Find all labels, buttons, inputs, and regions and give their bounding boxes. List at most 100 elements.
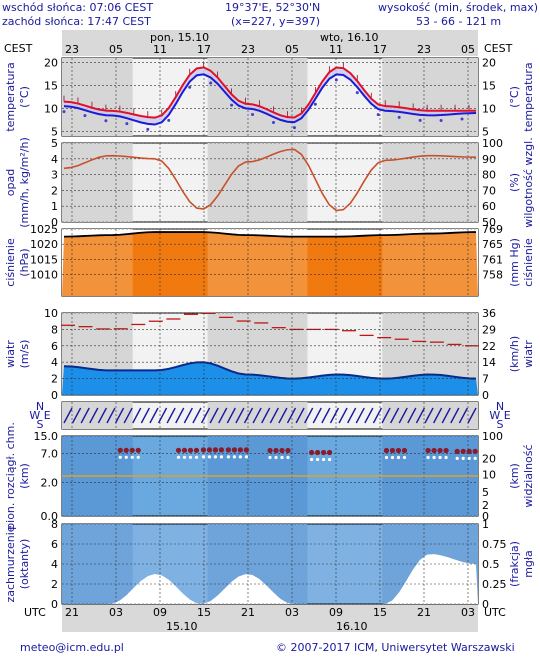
wind-arrow: [381, 407, 391, 424]
footer-email[interactable]: meteo@icm.edu.pl: [20, 641, 124, 654]
y2-tick-label: 0: [482, 389, 489, 402]
wind-arrow: [441, 407, 451, 424]
cloud-base-dot: [454, 448, 460, 454]
top-tick-label: 17: [197, 43, 211, 56]
y2-tick-label: 70: [482, 184, 496, 197]
cloud-base-dot: [316, 457, 320, 462]
cloud-base-dot: [243, 447, 249, 453]
cloud-base-dot: [321, 449, 327, 456]
wind-arrow: [321, 407, 331, 424]
dewpoint-dot: [397, 115, 401, 119]
grid-text: (x=227, y=397): [231, 15, 320, 28]
y-tick-label: 15.0: [34, 430, 59, 443]
cloud-base-dot: [118, 455, 122, 459]
bottom-tick-label: 09: [329, 606, 343, 619]
y2-tick-label: 1: [482, 518, 489, 531]
y2-tick-label: 100: [482, 430, 503, 443]
wind-arrow: [80, 407, 90, 424]
cloud-base-dot: [285, 447, 291, 454]
y-tick-label: 6: [51, 340, 58, 353]
compass-we-right: W E: [489, 409, 510, 422]
wind-arrow: [398, 407, 408, 424]
right-axis-unit: (°C): [508, 86, 521, 108]
right-axis-title: wiatr: [522, 340, 535, 368]
y-tick-label: 5: [51, 125, 58, 138]
right-axis-unit: (%): [508, 173, 521, 192]
wind-line: [63, 361, 477, 380]
right-axis-unit: (km/h): [508, 336, 521, 372]
dewpoint-dot: [418, 118, 422, 122]
cloud-base-dot: [226, 455, 230, 459]
left-axis-unit: (m/s): [18, 340, 31, 369]
cloud-base-dot: [181, 447, 188, 453]
compass-n-right: N: [496, 400, 504, 413]
night-band: [382, 58, 478, 136]
left-axis-unit: (mm/h, kg/m²/h): [18, 137, 31, 228]
y2-tick-label: 0.25: [482, 578, 507, 591]
dewpoint-dot: [313, 102, 317, 106]
wind-arrow: [106, 407, 116, 424]
dewpoint-dot: [355, 91, 359, 95]
cloud-base-dot: [432, 455, 436, 460]
cloud-base-dot: [473, 456, 477, 460]
y-tick-label: 8: [51, 518, 58, 531]
wind-arrow: [312, 407, 322, 424]
cloud-base-dot: [286, 455, 290, 460]
wind-arrow: [157, 407, 168, 424]
top-tick-label: 05: [109, 43, 123, 56]
cloud-base-dot: [117, 447, 123, 453]
cloud-base-dot: [218, 447, 225, 453]
y-tick-label: 0: [51, 389, 58, 402]
y2-tick-label: 50: [482, 216, 496, 229]
bottom-tick-label: 21: [241, 606, 255, 619]
wind-arrow: [123, 407, 133, 424]
y2-tick-label: 22: [482, 340, 496, 353]
wind-arrow: [432, 407, 443, 424]
wind-arrow: [243, 407, 254, 424]
dewpoint-dot: [62, 110, 66, 114]
wind-arrow: [149, 407, 159, 424]
night-band: [62, 402, 133, 429]
panel-cloud: 0 2 4 6 8 0 0.25 0.5 0.75 1 zachmurzenie (oktanty) (…: [4, 518, 535, 611]
dewpoint-dot: [334, 78, 338, 82]
night-band: [207, 143, 308, 222]
cloud-base-dot: [327, 449, 333, 456]
compass-we-left: W E: [29, 409, 50, 422]
cloud-base-dot: [315, 449, 321, 456]
y2-tick-label: 2: [482, 499, 489, 512]
y2-tick-label: 765: [482, 238, 503, 251]
wind-arrow: [269, 407, 279, 424]
cloud-base-dot: [267, 447, 273, 454]
right-axis-title: ciśnienie: [522, 238, 535, 287]
wind-arrow: [329, 407, 340, 424]
left-axis-unit: (oktanty): [18, 539, 31, 590]
sunset-text: zachód słońca: 17:47 CEST: [2, 15, 151, 28]
cloud-base-dot: [401, 447, 408, 454]
wind-arrow: [175, 407, 185, 424]
top-tick-label: 11: [153, 43, 167, 56]
left-axis-title: temperatura: [4, 62, 17, 131]
compass-n-left: N: [36, 400, 44, 413]
y2-tick-label: 761: [482, 253, 503, 266]
cloud-base-dot: [309, 449, 315, 456]
left-axis-unit: (hPa): [18, 248, 31, 276]
cloud-base-dot: [389, 447, 396, 454]
wind-arrow: [235, 407, 245, 424]
left-axis-title: ciśnienie: [4, 238, 17, 287]
wind-arrow: [209, 407, 219, 424]
y2-tick-label: 60: [482, 200, 496, 213]
dewpoint-dot: [460, 117, 464, 121]
top-tick-label: 23: [65, 43, 79, 56]
top-tick-label: 05: [461, 43, 475, 56]
wind-arrow: [89, 407, 99, 424]
y-tick-label: 7.0: [41, 448, 59, 461]
cloud-base-dot: [322, 457, 326, 462]
y2-tick-label: 20: [482, 57, 496, 70]
compass-s-right: S: [497, 418, 504, 431]
y-tick-label: 0: [51, 216, 58, 229]
y-tick-label: 2: [51, 373, 58, 386]
wind-arrow: [226, 407, 236, 424]
